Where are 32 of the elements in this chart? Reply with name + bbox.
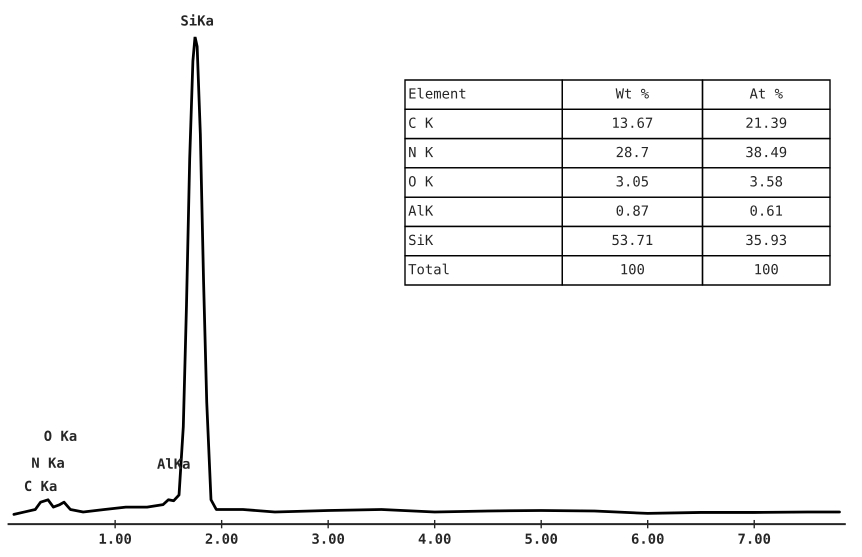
annotation: Element [409, 88, 466, 99]
annotation: Total [408, 264, 449, 274]
annotation: SiK [409, 234, 434, 246]
x-tick-label: 5.00 [525, 533, 558, 544]
annotation: At % [750, 88, 783, 99]
annotation: O Ka [44, 430, 76, 442]
x-tick-label: 6.00 [632, 533, 664, 544]
annotation: 0.87 [616, 205, 648, 216]
annotation: 100 [622, 264, 644, 274]
annotation: 3.05 [616, 176, 648, 187]
annotation: 3.58 [750, 176, 782, 187]
annotation: AlK [408, 205, 434, 216]
annotation: 21.39 [746, 117, 786, 128]
x-tick-label: 7.00 [738, 533, 770, 544]
x-tick-label: 3.00 [312, 533, 344, 544]
x-tick-label: 4.00 [418, 533, 451, 544]
annotation: 28.7 [616, 146, 648, 158]
annotation: 38.49 [746, 146, 786, 158]
annotation: SiKa [181, 14, 214, 26]
annotation: N K [409, 146, 434, 158]
annotation: 13.67 [613, 117, 652, 128]
annotation: 100 [755, 264, 778, 274]
annotation: N Ka [32, 458, 64, 468]
annotation: 35.93 [746, 234, 786, 246]
annotation: C K [409, 117, 434, 128]
x-tick-label: 1.00 [100, 533, 132, 544]
annotation: 0.61 [750, 205, 782, 216]
x-tick-label: 2.00 [206, 533, 238, 544]
annotation: O K [408, 176, 434, 187]
annotation: C Ka [24, 480, 56, 492]
annotation: Wt % [616, 88, 649, 99]
annotation: 53.71 [612, 234, 652, 246]
